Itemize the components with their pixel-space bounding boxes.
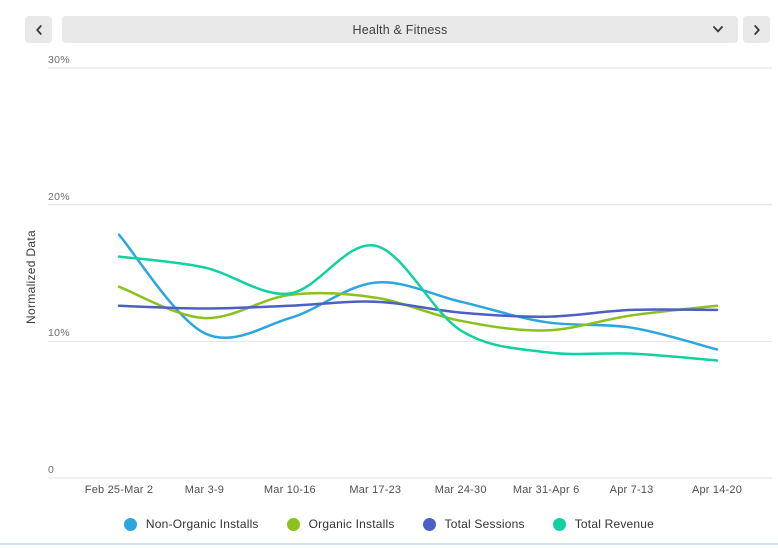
y-tick-label: 0 xyxy=(48,464,55,476)
series-line-non-organic-installs xyxy=(117,233,719,351)
x-tick-label: Mar 24-30 xyxy=(434,484,487,496)
legend-dot-icon xyxy=(123,517,137,531)
category-dropdown[interactable]: Health & Fitness xyxy=(62,16,738,43)
legend-label: Total Revenue xyxy=(574,517,655,531)
legend-dot-icon xyxy=(552,517,566,531)
x-tick-label: Feb 25-Mar 2 xyxy=(84,484,154,496)
y-tick-label: 30% xyxy=(48,54,70,66)
y-tick-label: 20% xyxy=(48,190,70,203)
chevron-down-icon xyxy=(713,26,723,33)
previous-category-button[interactable] xyxy=(25,16,52,43)
legend-dot-icon xyxy=(286,517,300,531)
legend-item-total-sessions[interactable]: Total Sessions xyxy=(422,517,525,531)
legend-label: Organic Installs xyxy=(308,517,395,531)
series-line-total-sessions xyxy=(117,300,719,319)
y-tick-label: 10% xyxy=(48,327,70,340)
legend-label: Non-Organic Installs xyxy=(145,517,259,531)
x-tick-label: Mar 3-9 xyxy=(184,484,225,496)
chevron-left-icon xyxy=(35,24,42,35)
legend-dot-icon xyxy=(422,517,436,531)
legend-label: Total Sessions xyxy=(444,517,525,531)
series-line-organic-installs xyxy=(117,285,719,332)
bottom-divider xyxy=(0,543,778,545)
legend-item-organic-installs[interactable]: Organic Installs xyxy=(286,517,395,531)
x-tick-label: Apr 7-13 xyxy=(609,484,654,496)
category-dropdown-value: Health & Fitness xyxy=(352,22,448,37)
x-tick-label: Mar 17-23 xyxy=(349,484,402,496)
x-tick-label: Apr 14-20 xyxy=(691,484,743,496)
legend-item-total-revenue[interactable]: Total Revenue xyxy=(552,517,655,531)
chevron-right-icon xyxy=(753,24,760,35)
chart-legend: Non-Organic Installs Organic Installs Tota… xyxy=(0,513,778,535)
series-line-total-revenue xyxy=(117,244,719,362)
x-tick-label: Mar 10-16 xyxy=(263,484,316,496)
x-tick-label: Mar 31-Apr 6 xyxy=(512,484,580,496)
next-category-button[interactable] xyxy=(743,16,770,43)
legend-item-non-organic-installs[interactable]: Non-Organic Installs xyxy=(123,517,259,531)
chart-navigation-bar: Health & Fitness xyxy=(0,0,778,58)
